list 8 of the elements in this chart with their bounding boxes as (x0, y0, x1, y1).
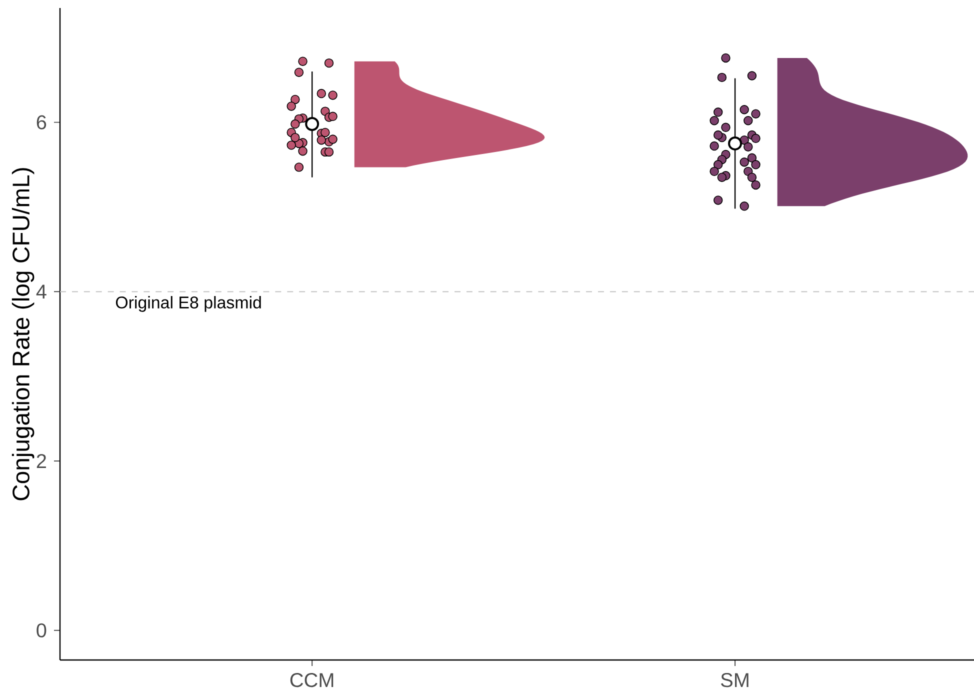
y-tick-label: 4 (36, 284, 46, 299)
x-tick-label: SM (721, 673, 748, 688)
y-tick-label: 0 (36, 623, 46, 638)
y-tick-label: 6 (36, 115, 46, 130)
y-tick-label: 2 (36, 454, 46, 468)
ref-line-label: Original E8 plasmid (116, 296, 261, 312)
y-axis-title: Conjugation Rate (log CFU/mL) (12, 168, 34, 500)
x-tick-label: CCM (290, 673, 334, 688)
